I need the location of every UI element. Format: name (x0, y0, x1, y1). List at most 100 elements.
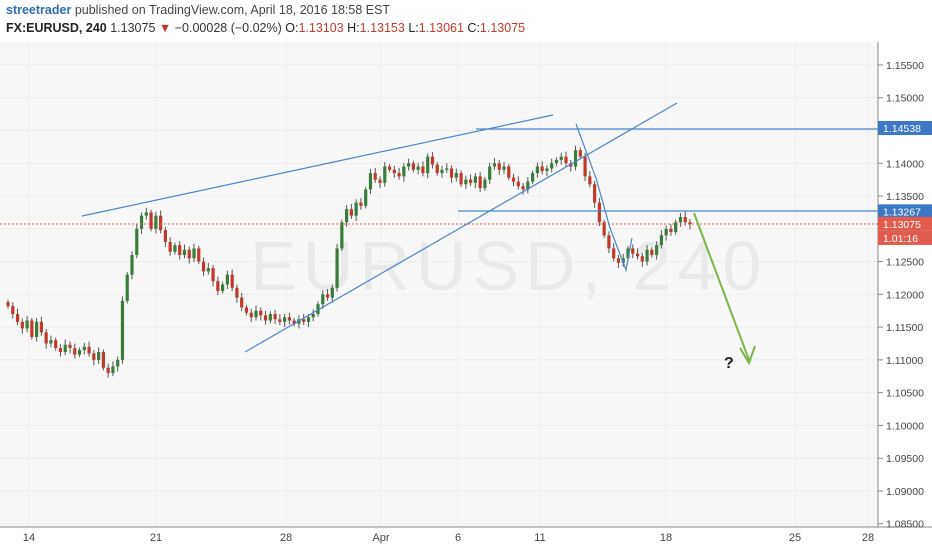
candle (144, 207, 148, 220)
price-change: −0.00028 (−0.02%) (174, 21, 282, 35)
candle (254, 305, 258, 321)
candle (287, 312, 291, 325)
candle (359, 197, 363, 210)
candle-body (373, 173, 377, 180)
candle (58, 344, 63, 357)
candle (283, 313, 287, 328)
candle-body (335, 248, 339, 288)
candle (263, 310, 268, 325)
candle-body (11, 306, 15, 314)
pattern-polyline[interactable] (575, 123, 633, 273)
upper-trendline[interactable] (81, 114, 554, 217)
price-tag-box (878, 204, 932, 219)
candle (616, 255, 621, 269)
candle (545, 165, 549, 177)
candle (559, 152, 563, 165)
candle (588, 171, 592, 188)
open-value: 1.13103 (298, 21, 344, 35)
candle-body (20, 321, 24, 329)
candle (621, 253, 625, 267)
candle (44, 329, 48, 349)
candle (268, 311, 272, 324)
candle (464, 175, 468, 189)
y-tick-label: 1.10500 (886, 388, 924, 400)
candle-body (49, 340, 53, 344)
open-key: O: (285, 21, 299, 35)
candle-body (402, 166, 406, 177)
candle-body (469, 179, 473, 183)
x-axis[interactable]: 14 21 28 Apr 6 11 18 25 28 (23, 532, 874, 544)
candle (20, 318, 24, 334)
candle-body (578, 150, 582, 157)
candle-body (101, 352, 105, 368)
candle-body (197, 248, 201, 262)
candle-body (54, 340, 58, 349)
candle-body (97, 352, 101, 360)
candle-body (35, 321, 39, 337)
candle-body (182, 249, 187, 256)
candle (640, 253, 644, 267)
candle-body (25, 320, 29, 329)
x-tick-label: 28 (862, 532, 874, 544)
candle (478, 171, 482, 193)
candle (535, 162, 539, 178)
candle (349, 203, 353, 219)
candle-body (540, 166, 544, 172)
candle-body (473, 176, 477, 183)
candle-body (249, 312, 253, 318)
candle-body (273, 313, 277, 320)
candle (631, 244, 635, 259)
candle (163, 226, 167, 248)
candle (92, 350, 96, 366)
candle (321, 290, 325, 309)
candle-body (268, 313, 272, 321)
y-tick-label: 1.09500 (886, 453, 924, 465)
price-tag-box (878, 230, 932, 245)
candle-body (168, 241, 172, 252)
candle (235, 284, 239, 303)
plot-area[interactable] (0, 42, 878, 527)
forecast-arrow[interactable] (693, 212, 750, 361)
candle-body (554, 159, 559, 164)
author-name[interactable]: streetrader (6, 3, 72, 17)
price-tag-label: 1.13075 (883, 219, 921, 231)
candle (306, 313, 311, 328)
candle-body (221, 284, 225, 292)
candle-body (583, 156, 587, 177)
candle-body (621, 258, 625, 263)
candle (607, 231, 611, 254)
candle (583, 152, 587, 181)
candle (430, 152, 435, 169)
candle-body (73, 348, 77, 355)
candle-body (173, 245, 177, 252)
candle (225, 270, 229, 290)
candle (454, 168, 458, 182)
close-value: 1.13075 (479, 21, 526, 35)
candle-body (650, 249, 654, 256)
candle-body (77, 350, 82, 355)
candle-body (483, 179, 487, 189)
candle (197, 245, 201, 265)
candle-body (526, 181, 530, 190)
candle-body (206, 268, 210, 272)
candle-body (30, 320, 34, 337)
candle (77, 347, 82, 358)
y-tick-label: 1.08500 (886, 519, 924, 531)
candle-body (92, 353, 96, 360)
candle (335, 243, 339, 292)
candle (516, 176, 520, 190)
candle (449, 165, 454, 183)
low-key: L: (408, 21, 419, 35)
candle (149, 209, 153, 232)
candle (68, 341, 72, 354)
candle-body (178, 245, 182, 256)
candle (402, 163, 406, 182)
lower-trendline[interactable] (244, 102, 678, 353)
candle-body (316, 304, 320, 314)
candle-body (387, 166, 392, 170)
candle-body (340, 222, 344, 249)
candle (211, 264, 215, 287)
candle-body (655, 245, 659, 256)
candle-body (445, 168, 449, 170)
